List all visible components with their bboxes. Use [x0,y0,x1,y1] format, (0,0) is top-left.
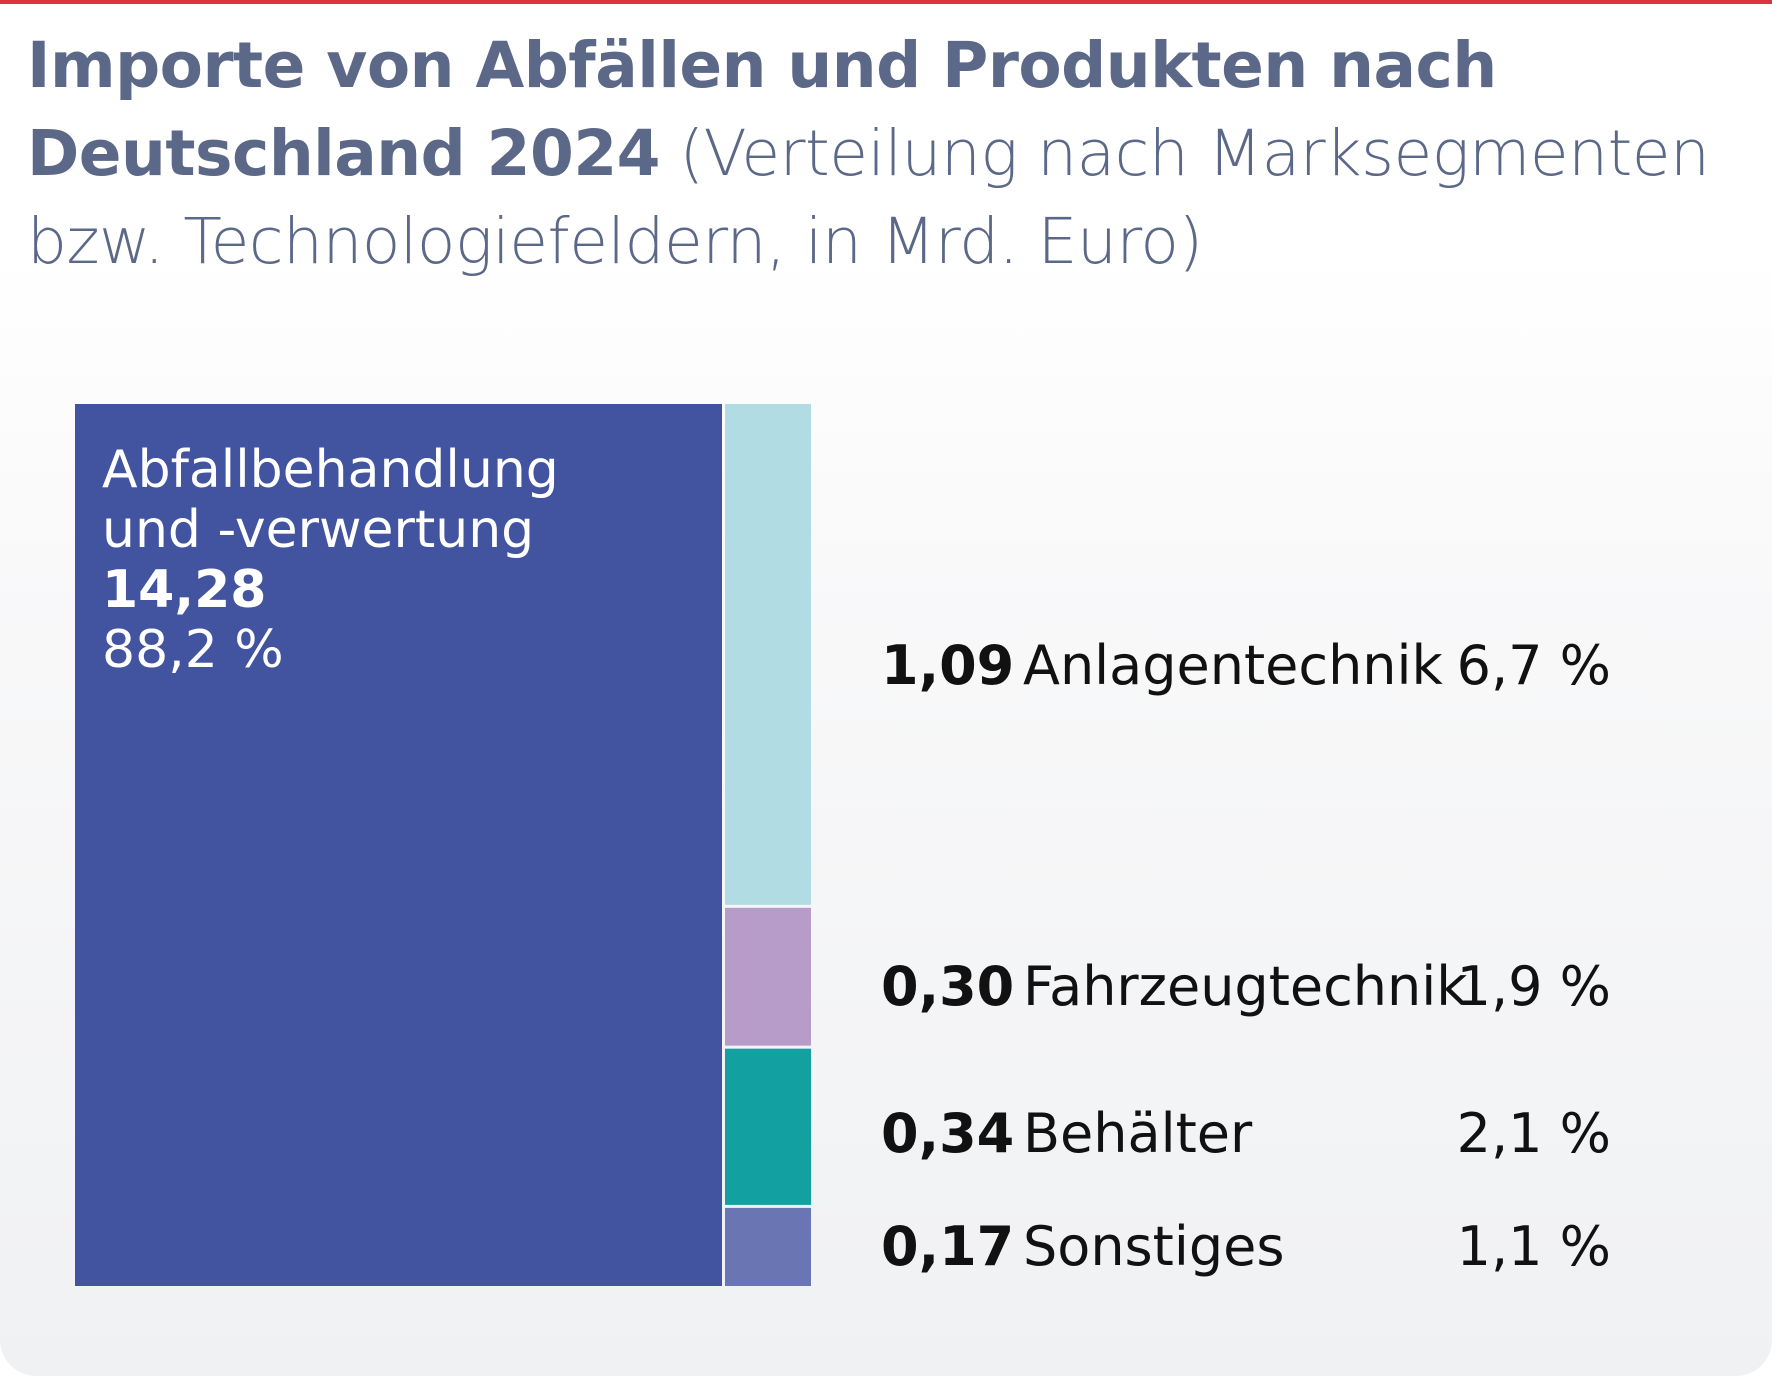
legend-row-sonstiges: 0,17 Sonstiges 1,1 % [0,1215,1700,1279]
segment-rect-anlagentechnik [725,404,811,905]
segment-percent: 1,1 % [1456,1215,1611,1278]
segment-rect-fahrzeugtechnik [725,907,811,1046]
segment-rect-behlter [725,1048,811,1205]
chart-title: Importe von Abfällen und Produkten nach … [27,22,1747,286]
main-segment-name-line2: und -verwertung [102,500,535,560]
legend-row-fahrzeugtechnik: 0,30 Fahrzeugtechnik 1,9 % [0,955,1700,1019]
segment-name: Behälter [1023,1102,1253,1165]
segment-value: 0,17 [881,1215,1015,1278]
segment-rect-abfallbehandlung [75,404,722,1286]
main-segment-name-line1: Abfallbehandlung [102,440,559,500]
title-subtitle: (Verteilung nach Marksegmenten bzw. Tech… [27,117,1710,278]
main-segment-percent: 88,2 % [102,620,284,680]
segment-rect-sonstiges [725,1207,811,1286]
main-segment-value: 14,28 [102,560,267,620]
segment-percent: 6,7 % [1456,634,1611,697]
segment-percent: 1,9 % [1456,955,1611,1018]
main-segment-label: Abfallbehandlung und -verwertung 14,28 8… [102,440,559,680]
legend-row-behaelter: 0,34 Behälter 2,1 % [0,1102,1700,1166]
segment-name: Fahrzeugtechnik [1023,955,1468,1018]
segment-value: 0,34 [881,1102,1015,1165]
segment-name: Anlagentechnik [1023,634,1443,697]
segment-value: 0,30 [881,955,1015,1018]
segment-name: Sonstiges [1023,1215,1285,1278]
legend-row-anlagentechnik: 1,09 Anlagentechnik 6,7 % [0,634,1700,698]
top-accent-line [0,0,1772,4]
title-bold: Importe von Abfällen und Produkten nach … [27,29,1497,190]
segment-value: 1,09 [881,634,1015,697]
segment-percent: 2,1 % [1456,1102,1611,1165]
